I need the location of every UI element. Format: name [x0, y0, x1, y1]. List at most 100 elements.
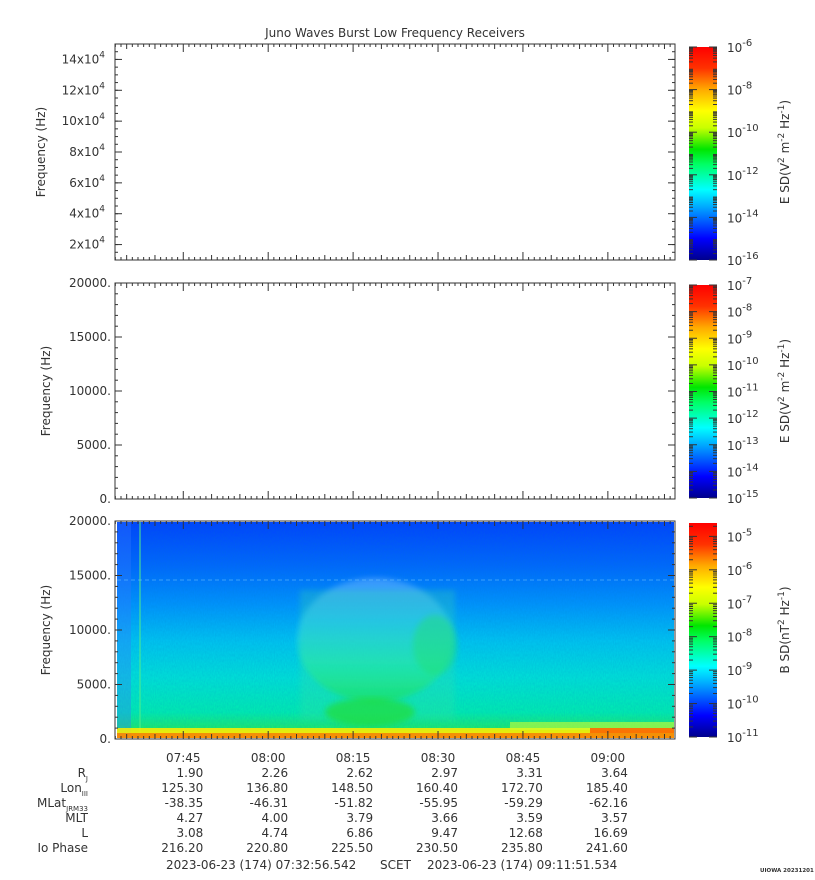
ephemeris-value: 220.80 [246, 841, 288, 855]
colorbar-tick-label: 10-7 [727, 276, 752, 293]
panel-top-x-ticks [114, 44, 671, 260]
y-tick-label: 10000. [69, 623, 111, 637]
panel-bottom-x-ticks [114, 521, 671, 739]
y-tick-label: 15000. [69, 330, 111, 344]
ephemeris-value: 3.64 [601, 766, 628, 780]
colorbar-tick-label: 10-7 [727, 594, 752, 611]
y-tick-label: 2x104 [69, 236, 105, 252]
panel-top: 2x104 4x104 6x104 8x104 10x104 12x104 14x104 F… [34, 38, 792, 268]
panel-middle-ylabel: Frequency (Hz) [39, 346, 53, 437]
time-axis-labels: 07:45 08:00 08:15 08:30 08:45 09:00 [166, 751, 625, 765]
figure-title: Juno Waves Burst Low Frequency Receivers [264, 26, 525, 40]
y-tick-label: 20000. [69, 514, 111, 528]
ephemeris-value: 2.62 [346, 766, 373, 780]
time-tick-label: 08:30 [421, 751, 456, 765]
y-tick-label: 0. [100, 732, 111, 746]
colorbar-tick-label: 10-12 [727, 409, 759, 426]
time-tick-label: 07:45 [166, 751, 201, 765]
ephemeris-value: 16.69 [593, 826, 627, 840]
y-tick-label: 12x104 [62, 81, 106, 97]
ephemeris-row-label: L [81, 826, 88, 840]
panel-bottom-ylabel: Frequency (Hz) [39, 585, 53, 676]
ephemeris-value: 9.47 [431, 826, 458, 840]
panel-bottom: 0. 5000. 10000. 15000. 20000. Frequency (Hz)… [39, 514, 792, 746]
y-tick-label: 6x104 [69, 174, 105, 190]
ephemeris-value: 160.40 [416, 781, 458, 795]
panel-bottom-colorbar [689, 523, 717, 737]
colorbar-tick-label: 10-10 [727, 695, 759, 712]
ephemeris-value: 230.50 [416, 841, 458, 855]
panel-top-colorbar-label: E SD(V2 m-2 Hz-1) [777, 100, 792, 204]
colorbar-tick-label: 10-14 [727, 208, 759, 225]
ephemeris-value: 148.50 [331, 781, 373, 795]
colorbar-tick-label: 10-13 [727, 436, 759, 453]
ephemeris-value: 235.80 [501, 841, 543, 855]
colorbar-tick-label: 10-12 [727, 166, 759, 183]
ephemeris-value: 185.40 [586, 781, 628, 795]
ephemeris-value: 3.31 [516, 766, 543, 780]
ephemeris-value: 12.68 [509, 826, 543, 840]
colorbar-tick-label: 10-14 [727, 462, 759, 479]
y-tick-label: 4x104 [69, 205, 105, 221]
y-tick-label: 5000. [77, 438, 111, 452]
ephemeris-value: 241.60 [586, 841, 628, 855]
ephemeris-value: -51.82 [334, 796, 373, 810]
colorbar-tick-label: 10-16 [727, 251, 759, 268]
panel-middle-plot-area [114, 282, 676, 500]
time-tick-label: 08:00 [251, 751, 286, 765]
ephemeris-value: -46.31 [250, 796, 289, 810]
ephemeris-value: 3.59 [516, 811, 543, 825]
colorbar-tick-label: 10-10 [727, 123, 759, 140]
colorbar-tick-label: 10-8 [727, 81, 752, 98]
colorbar-tick-label: 10-6 [727, 38, 752, 55]
colorbar-tick-label: 10-8 [727, 303, 752, 320]
ephemeris-value: -62.16 [589, 796, 628, 810]
footer-stamp: UIOWA 20231201 [760, 868, 814, 874]
panel-top-plot-area [114, 43, 676, 261]
ephemeris-value: 3.66 [431, 811, 458, 825]
colorbar-tick-label: 10-11 [727, 728, 759, 745]
y-tick-label: 0. [100, 492, 111, 506]
ephemeris-value: -38.35 [165, 796, 204, 810]
ephemeris-value: 4.74 [261, 826, 288, 840]
ephemeris-value: 3.79 [346, 811, 373, 825]
ephemeris-value: 125.30 [161, 781, 203, 795]
ephemeris-value: 3.57 [601, 811, 628, 825]
time-tick-label: 08:45 [506, 751, 541, 765]
time-tick-label: 08:15 [336, 751, 371, 765]
footer-end-time: 2023-06-23 (174) 09:11:51.534 [427, 858, 617, 872]
colorbar-tick-label: 10-5 [727, 527, 752, 544]
panel-middle: 0. 5000. 10000. 15000. 20000. Frequency (Hz)… [39, 276, 792, 506]
spectrogram-image [117, 522, 674, 738]
y-tick-label: 20000. [69, 276, 111, 290]
y-tick-label: 10000. [69, 384, 111, 398]
ephemeris-row-label: Io Phase [37, 841, 88, 855]
ephemeris-row-label: RJ [78, 766, 88, 783]
panel-bottom-colorbar-label: B SD(nT2 Hz-1) [777, 586, 792, 673]
y-tick-label: 14x104 [62, 50, 106, 66]
colorbar-tick-label: 10-15 [727, 489, 759, 506]
panel-middle-x-ticks [114, 283, 671, 499]
ephemeris-value: -55.95 [419, 796, 458, 810]
y-tick-label: 8x104 [69, 143, 105, 159]
colorbar-tick-label: 10-10 [727, 356, 759, 373]
footer-scet: SCET [380, 858, 412, 872]
footer-start-time: 2023-06-23 (174) 07:32:56.542 [166, 858, 356, 872]
colorbar-tick-label: 10-9 [727, 661, 752, 678]
ephemeris-value: 4.00 [261, 811, 288, 825]
ephemeris-table: RJ 1.90 2.26 2.62 2.97 3.31 3.64 LonIII 125.30 13… [37, 766, 628, 855]
colorbar-tick-label: 10-6 [727, 561, 752, 578]
ephemeris-value: 2.97 [431, 766, 458, 780]
ephemeris-value: 3.08 [177, 826, 204, 840]
ephemeris-value: 4.27 [177, 811, 204, 825]
panel-top-y-ticks: 2x104 4x104 6x104 8x104 10x104 12x104 14x104 [62, 43, 675, 261]
ephemeris-value: -59.29 [504, 796, 543, 810]
ephemeris-value: 225.50 [331, 841, 373, 855]
panel-middle-y-ticks: 0. 5000. 10000. 15000. 20000. [69, 276, 675, 506]
ephemeris-value: 216.20 [161, 841, 203, 855]
panel-top-ylabel: Frequency (Hz) [34, 107, 48, 198]
ephemeris-value: 6.86 [346, 826, 373, 840]
panel-bottom-y-ticks: 0. 5000. 10000. 15000. 20000. [69, 514, 675, 746]
colorbar-tick-label: 10-8 [727, 628, 752, 645]
